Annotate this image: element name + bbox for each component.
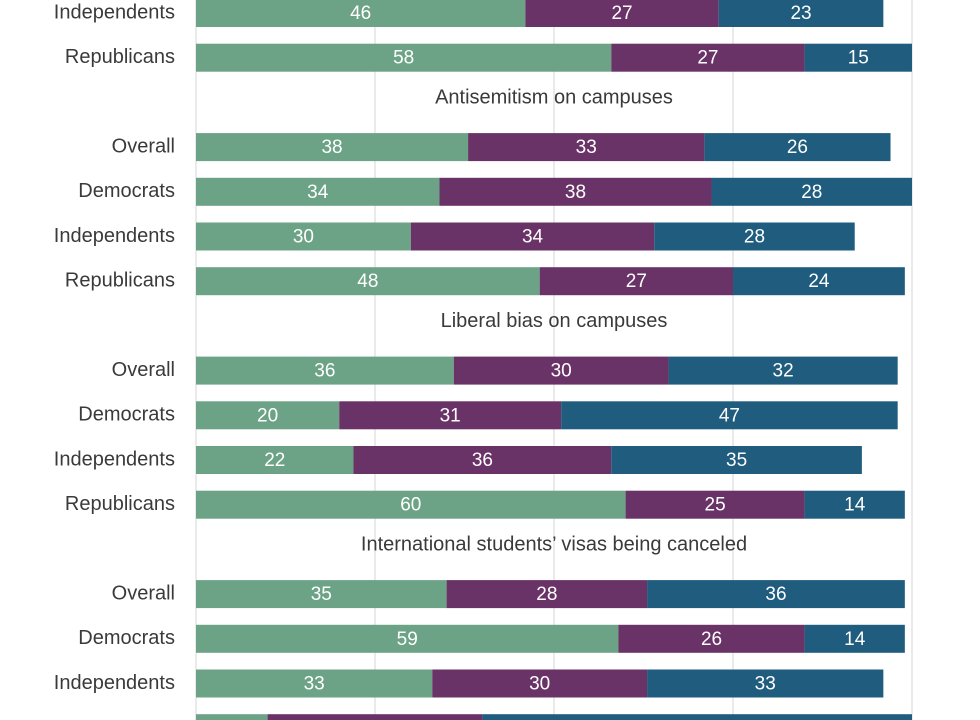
data-label: 23 — [790, 3, 811, 24]
data-label: 14 — [844, 629, 866, 650]
data-label: 35 — [726, 450, 747, 471]
data-label: 33 — [304, 674, 325, 695]
data-label: 38 — [565, 182, 586, 203]
bar-segment-2 — [267, 714, 483, 720]
bar-segment-2 — [410, 222, 655, 251]
data-label: 31 — [440, 405, 461, 426]
bar-segment-2 — [432, 669, 648, 698]
bar-segment-1 — [196, 714, 268, 720]
data-label: 33 — [755, 674, 776, 695]
bar-segment-2 — [625, 490, 805, 519]
category-label: Overall — [112, 359, 175, 381]
category-label: Democrats — [78, 627, 175, 649]
data-label: 58 — [393, 48, 414, 69]
bar-segment-3 — [804, 624, 905, 653]
data-label: 25 — [705, 495, 726, 516]
data-label: 30 — [529, 674, 550, 695]
bar-segment-3 — [654, 222, 855, 251]
data-label: 60 — [400, 495, 421, 516]
data-label: 35 — [311, 584, 332, 605]
data-label: 36 — [314, 361, 335, 382]
category-label: Republicans — [65, 269, 175, 291]
bars: Independents 46 27 23 Republicans 58 27 15 Antis… — [54, 0, 912, 720]
bar-segment-2 — [353, 446, 612, 474]
bar-segment-2 — [339, 401, 562, 430]
data-label: 28 — [744, 227, 765, 248]
data-label: 34 — [522, 227, 544, 248]
data-label: 38 — [321, 137, 342, 158]
bar-segment-1 — [196, 446, 354, 474]
bar-segment-3 — [482, 714, 912, 720]
bar-segment-1 — [196, 669, 433, 698]
data-label: 32 — [773, 361, 794, 382]
data-label: 14 — [844, 495, 866, 516]
bar-segment-3 — [611, 446, 862, 474]
category-label: Overall — [112, 135, 175, 157]
data-label: 28 — [801, 182, 822, 203]
category-label: Overall — [112, 582, 175, 604]
group-title: Antisemitism on campuses — [435, 87, 673, 109]
bar-segment-1 — [196, 401, 340, 430]
bar-segment-2 — [611, 43, 805, 72]
data-label: 34 — [307, 182, 329, 203]
category-label: Independents — [54, 448, 175, 470]
data-label: 27 — [611, 3, 632, 24]
bar-segment-1 — [196, 177, 440, 206]
bar-segment-1 — [196, 222, 411, 251]
category-label: Democrats — [78, 180, 175, 202]
data-label: 27 — [626, 271, 647, 292]
data-label: 47 — [719, 405, 740, 426]
bar-segment-2 — [525, 0, 719, 27]
bar-segment-1 — [196, 490, 626, 519]
bar-segment-1 — [196, 0, 526, 27]
category-label: Independents — [54, 672, 175, 694]
bar-segment-1 — [196, 356, 454, 385]
bar-segment-2 — [468, 133, 705, 162]
bar-segment-3 — [711, 177, 912, 206]
data-label: 27 — [697, 48, 718, 69]
data-label: 30 — [293, 227, 314, 248]
data-label: 22 — [264, 450, 285, 471]
data-label: 48 — [357, 271, 378, 292]
data-label: 36 — [472, 450, 493, 471]
bar-segment-3 — [647, 580, 905, 609]
bar-segment-2 — [539, 267, 733, 296]
bar-segment-3 — [704, 133, 891, 162]
bar-segment-2 — [439, 177, 712, 206]
bar-segment-3 — [647, 669, 884, 698]
bar-segment-3 — [733, 267, 905, 296]
category-label: Republicans — [65, 46, 175, 68]
bar-segment-1 — [196, 580, 447, 609]
bar-segment-1 — [196, 624, 619, 653]
bar-segment-3 — [561, 401, 898, 430]
data-label: 20 — [257, 405, 278, 426]
group-title: International students’ visas being canc… — [361, 534, 747, 556]
bar-segment-1 — [196, 133, 469, 162]
category-label: Independents — [54, 225, 175, 247]
bar-segment-1 — [196, 43, 612, 72]
data-label: 59 — [397, 629, 418, 650]
bar-segment-1 — [196, 267, 540, 296]
bar-segment-3 — [668, 356, 898, 385]
bar-segment-3 — [804, 43, 912, 72]
category-label: Democrats — [78, 404, 175, 426]
bar-segment-2 — [446, 580, 648, 609]
category-label: Independents — [54, 1, 175, 23]
data-label: 46 — [350, 3, 371, 24]
data-label: 36 — [765, 584, 786, 605]
bar-segment-3 — [804, 490, 905, 519]
data-label: 24 — [808, 271, 830, 292]
bar-segment-3 — [718, 0, 884, 27]
bar-segment-2 — [453, 356, 669, 385]
bar-segment-2 — [618, 624, 805, 653]
data-label: 33 — [576, 137, 597, 158]
data-label: 26 — [787, 137, 808, 158]
data-label: 28 — [536, 584, 557, 605]
data-label: 15 — [848, 48, 869, 69]
data-label: 30 — [551, 361, 572, 382]
data-label: 26 — [701, 629, 722, 650]
group-title: Liberal bias on campuses — [441, 310, 668, 332]
category-label: Republicans — [65, 493, 175, 515]
